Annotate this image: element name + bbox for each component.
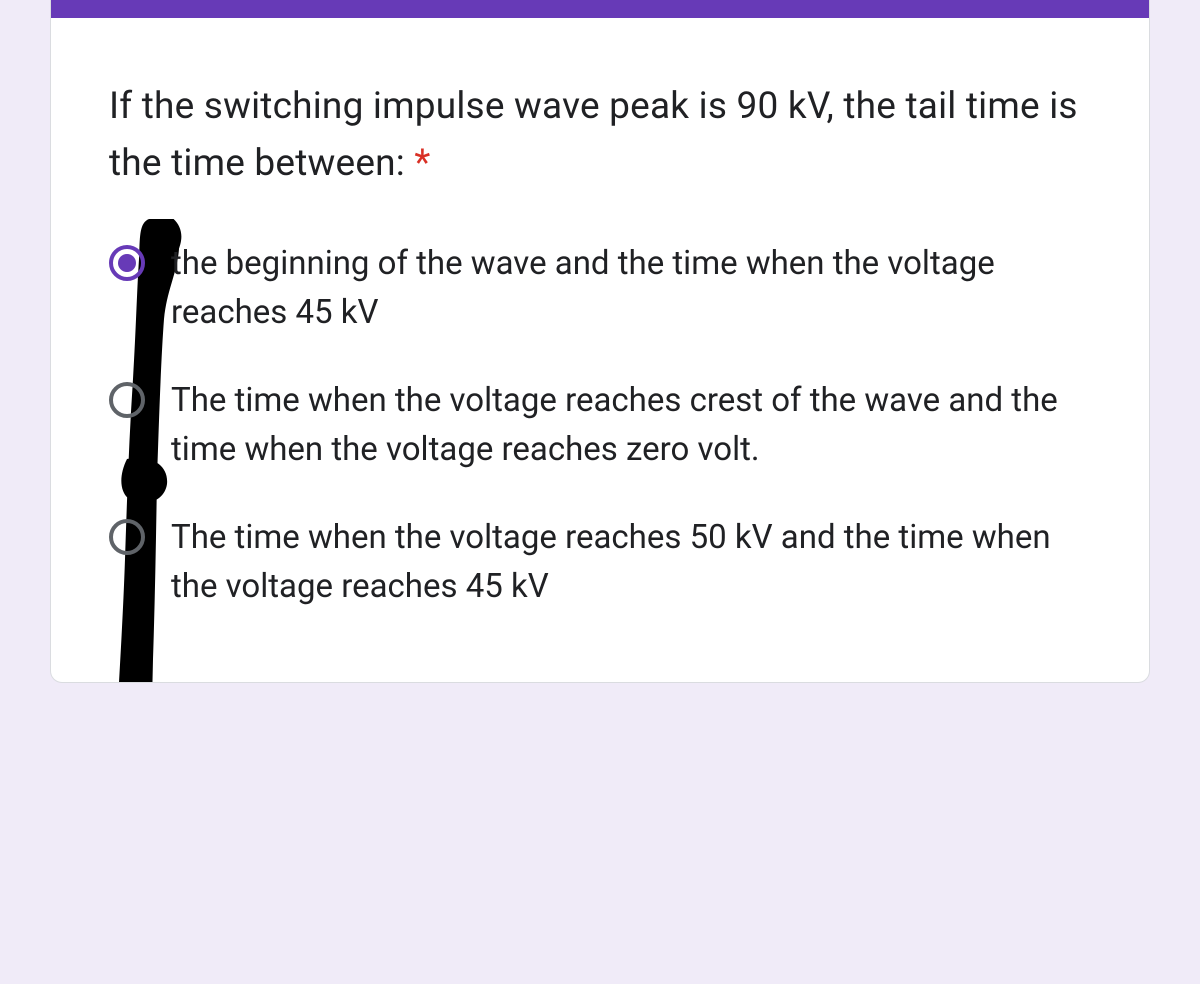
card-body: If the switching impulse wave peak is 90… [51,18,1149,682]
option-label: The time when the voltage reaches 50 kV … [171,513,1091,612]
option-row[interactable]: The time when the voltage reaches 50 kV … [109,513,1091,612]
options-group: the beginning of the wave and the time w… [109,239,1091,612]
option-label: The time when the voltage reaches crest … [171,376,1091,475]
radio-button[interactable] [109,245,145,281]
question-card: If the switching impulse wave peak is 90… [50,0,1150,683]
required-asterisk: * [414,142,430,185]
radio-button[interactable] [109,519,145,555]
radio-button[interactable] [109,382,145,418]
option-label: the beginning of the wave and the time w… [171,239,1091,338]
card-accent-bar [51,0,1149,18]
question-label: If the switching impulse wave peak is 90… [109,85,1078,185]
question-text: If the switching impulse wave peak is 90… [109,78,1091,193]
option-row[interactable]: The time when the voltage reaches crest … [109,376,1091,475]
option-row[interactable]: the beginning of the wave and the time w… [109,239,1091,338]
